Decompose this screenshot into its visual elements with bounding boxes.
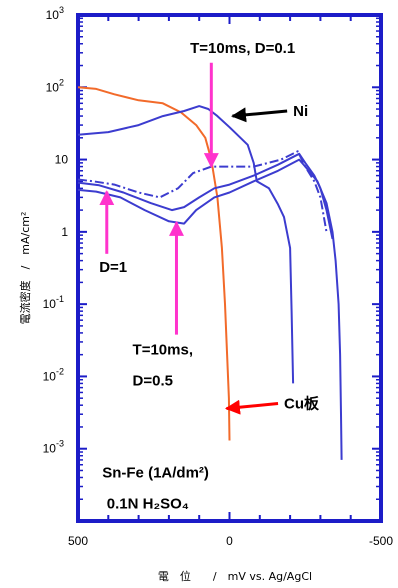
annotation-text: Ni bbox=[293, 103, 308, 120]
y-tick-label: 10 bbox=[55, 153, 69, 167]
y-tick-label: 1 bbox=[61, 225, 68, 239]
annotation-text: Cu板 bbox=[284, 395, 320, 413]
x-tick-label: 0 bbox=[226, 534, 233, 548]
x-axis-title: 電 位 / mV vs. Ag/AgCl bbox=[158, 569, 312, 583]
x-tick-labels: 500 0 -500 bbox=[68, 534, 393, 548]
series-line bbox=[77, 158, 343, 460]
y-tick-label: 10-1 bbox=[43, 294, 64, 311]
y-tick-label: 10-2 bbox=[43, 366, 64, 383]
tick-marks bbox=[77, 14, 382, 522]
annotations: T=10ms, D=0.1 Ni D=1 T=10ms, D=0.5 Cu板 Sn-Fe (… bbox=[99, 40, 320, 512]
x-tick-label: -500 bbox=[369, 534, 393, 548]
y-tick-label: 103 bbox=[46, 5, 64, 22]
series-line bbox=[77, 86, 231, 441]
annotation-text: Sn-Fe (1A/dm²) bbox=[102, 464, 209, 481]
series-lines bbox=[77, 86, 343, 460]
annotation-text: T=10ms, bbox=[133, 342, 193, 359]
y-tick-label: 102 bbox=[46, 77, 64, 94]
series-line bbox=[77, 150, 328, 233]
annotation-text: D=0.5 bbox=[133, 372, 173, 389]
series-line bbox=[77, 105, 295, 384]
annotation-arrow bbox=[231, 107, 288, 123]
x-tick-label: 500 bbox=[68, 534, 88, 548]
annotation-text: T=10ms, D=0.1 bbox=[190, 40, 295, 57]
annotation-text: D=1 bbox=[99, 259, 127, 276]
y-tick-label: 10-3 bbox=[43, 439, 64, 456]
y-axis-title: 電流密度 / mA/cm² bbox=[18, 212, 32, 325]
annotation-text: 0.1N H₂SO₄ bbox=[107, 495, 189, 512]
annotation-arrow bbox=[224, 399, 279, 415]
